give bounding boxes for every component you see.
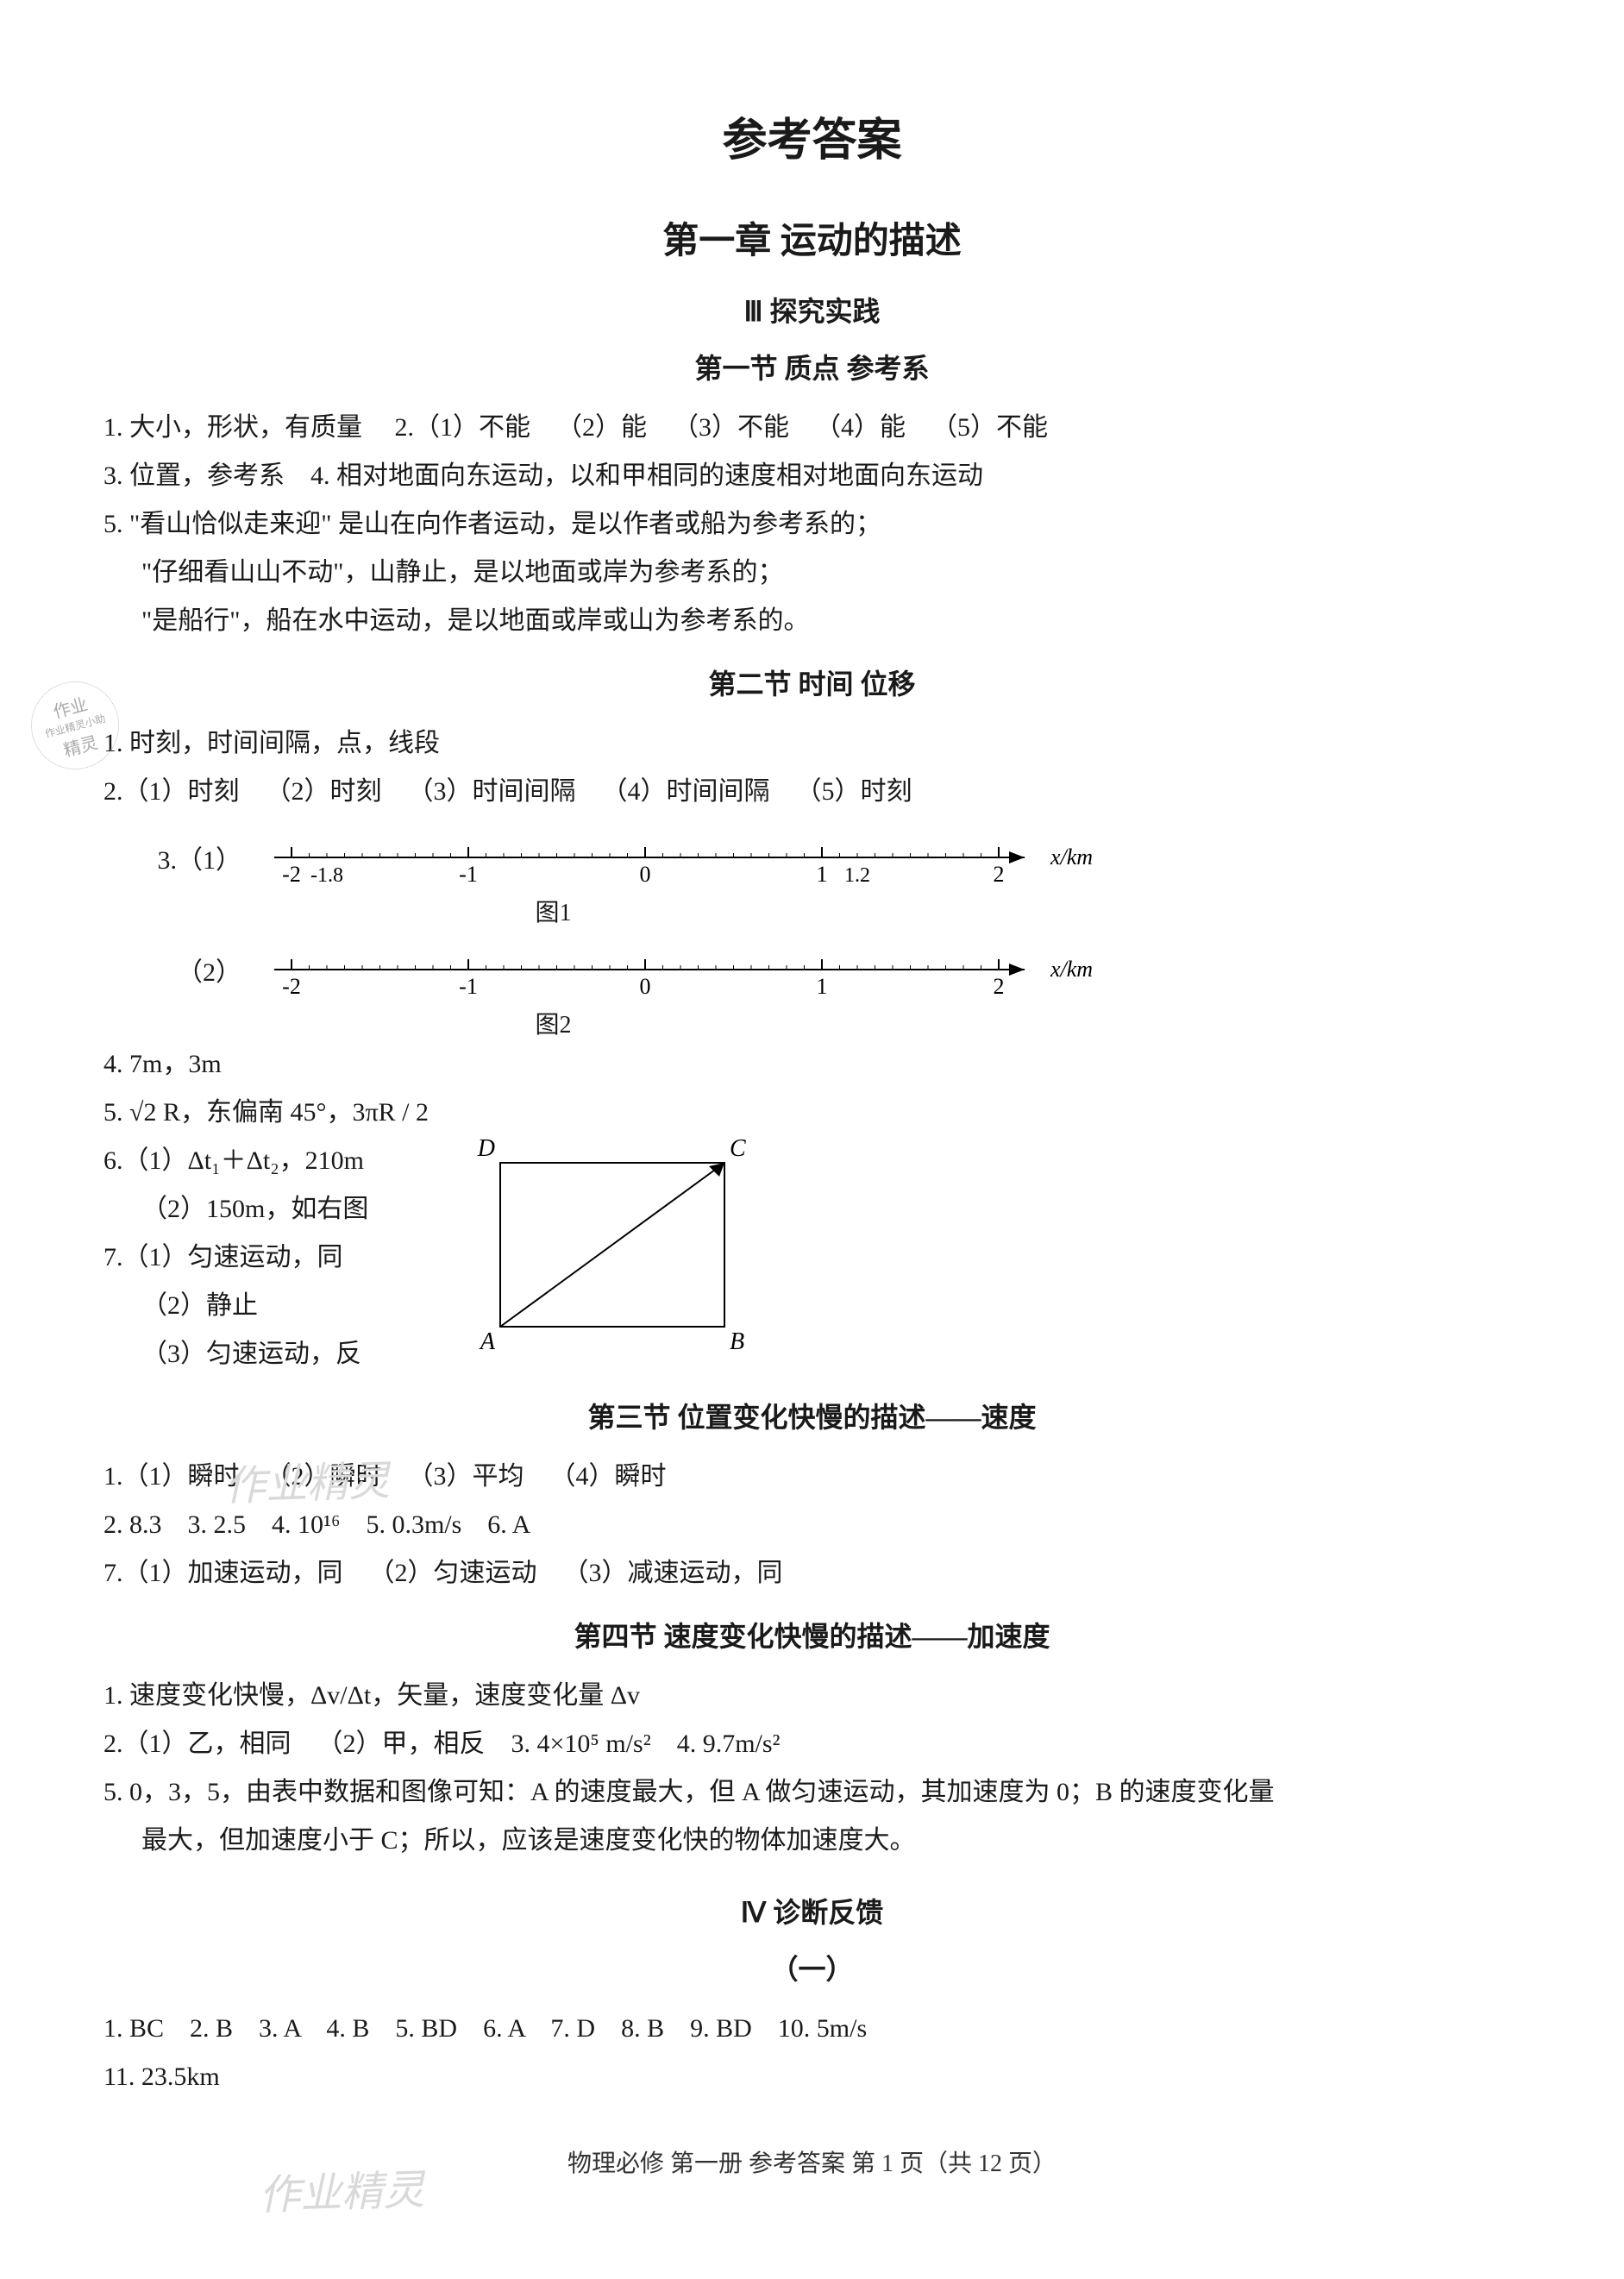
s2-l5: 5. √2 R，东偏南 45°，3πR / 2	[103, 1089, 1521, 1137]
svg-text:D: D	[477, 1137, 495, 1162]
nl2-caption: 图2	[0, 1006, 1521, 1040]
s2-l2: 2.（1）时刻 （2）时刻 （3）时间间隔 （4）时间间隔 （5）时刻	[103, 768, 1521, 816]
s2-l6b: （2）150m，如右图	[103, 1185, 466, 1234]
s4-l1: 1. 速度变化快慢，Δv/Δt，矢量，速度变化量 Δv	[103, 1672, 1521, 1720]
svg-text:2: 2	[994, 974, 1005, 999]
nl1-prefix: 3.（1）	[103, 838, 257, 876]
section-2-title: 第二节 时间 位移	[103, 662, 1521, 702]
roman-section-4: Ⅳ 诊断反馈	[103, 1891, 1521, 1931]
s4-l2: 2.（1）乙，相同 （2）甲，相反 3. 4×10⁵ m/s² 4. 9.7m/…	[103, 1720, 1521, 1768]
main-title: 参考答案	[103, 104, 1521, 168]
s2-l7a: 7.（1）匀速运动，同	[103, 1234, 466, 1282]
s2-l1: 1. 时刻，时间间隔，点，线段	[103, 719, 1521, 768]
svg-text:0: 0	[640, 974, 651, 999]
svg-text:x/km: x/km	[1050, 844, 1093, 870]
rectangle-diagram: D C A B	[466, 1137, 759, 1374]
s3-l1: 1.（1）瞬时 （2）瞬时 （3）平均 （4）瞬时	[103, 1453, 1521, 1501]
s1-l1: 1. 大小，形状，有质量 2.（1）不能 （2）能 （3）不能 （4）能 （5）…	[103, 404, 1521, 452]
s1-l5: "是船行"，船在水中运动，是以地面或岸或山为参考系的。	[103, 597, 1521, 645]
nl2-prefix: （2）	[103, 951, 257, 989]
numberline-1: -2 -1 0 1 2 -1.8 1.2 x/km	[257, 823, 1102, 892]
chapter-title: 第一章 运动的描述	[103, 211, 1521, 264]
svg-text:1: 1	[817, 974, 828, 999]
s2-l7c: （3）匀速运动，反	[103, 1330, 466, 1378]
section-1-title: 第一节 质点 参考系	[103, 347, 1521, 386]
numberline-2: -2 -1 0 1 2 x/km	[257, 935, 1102, 1004]
svg-text:B: B	[730, 1328, 744, 1355]
svg-text:-1.8: -1.8	[310, 864, 343, 887]
svg-text:-1: -1	[459, 974, 478, 999]
page-footer: 物理必修 第一册 参考答案 第 1 页（共 12 页）	[103, 2144, 1521, 2179]
s1-l2: 3. 位置，参考系 4. 相对地面向东运动，以和甲相同的速度相对地面向东运动	[103, 452, 1521, 500]
s3-l3: 7.（1）加速运动，同 （2）匀速运动 （3）减速运动，同	[103, 1549, 1521, 1598]
s3-l2: 2. 8.3 3. 2.5 4. 10¹⁶ 5. 0.3m/s 6. A	[103, 1501, 1521, 1549]
svg-text:1.2: 1.2	[844, 864, 870, 887]
s2-l7b: （2）静止	[103, 1282, 466, 1330]
rect-svg: D C A B	[466, 1137, 759, 1370]
s4-l4: 最大，但加速度小于 C；所以，应该是速度变化快的物体加速度大。	[103, 1817, 1521, 1865]
s2-l4: 4. 7m，3m	[103, 1040, 1521, 1089]
svg-text:-2: -2	[282, 862, 301, 887]
roman-section-3: Ⅲ 探究实践	[103, 290, 1521, 330]
numberline-2-row: （2） -2 -1 0 1 2 x/km	[103, 935, 1521, 1004]
svg-text:1: 1	[817, 862, 828, 887]
svg-text:x/km: x/km	[1050, 957, 1093, 982]
svg-text:A: A	[479, 1328, 496, 1355]
svg-text:-2: -2	[282, 974, 301, 999]
diag-l2: 11. 23.5km	[103, 2053, 1521, 2101]
svg-text:C: C	[730, 1137, 746, 1162]
q6-7-block: 6.（1）Δt₁＋Δt₂，210m （2）150m，如右图 7.（1）匀速运动，…	[103, 1137, 1521, 1378]
section-4-title: 第四节 速度变化快慢的描述——加速度	[103, 1615, 1521, 1654]
nl1-caption: 图1	[0, 894, 1521, 928]
q6-7-text: 6.（1）Δt₁＋Δt₂，210m （2）150m，如右图 7.（1）匀速运动，…	[103, 1137, 466, 1378]
s2-l6a: 6.（1）Δt₁＋Δt₂，210m	[103, 1137, 466, 1185]
subsection-1: （一）	[103, 1948, 1521, 1987]
section-3-title: 第三节 位置变化快慢的描述——速度	[103, 1396, 1521, 1435]
s4-l3: 5. 0，3，5，由表中数据和图像可知：A 的速度最大，但 A 做匀速运动，其加…	[103, 1768, 1521, 1817]
s1-l3: 5. "看山恰似走来迎" 是山在向作者运动，是以作者或船为参考系的；	[103, 500, 1521, 549]
svg-text:0: 0	[640, 862, 651, 887]
svg-text:2: 2	[994, 862, 1005, 887]
page: 作业 作业精灵小助 精灵 参考答案 第一章 运动的描述 Ⅲ 探究实践 第一节 质…	[0, 0, 1624, 2279]
numberline-1-row: 3.（1） -2 -1 0 1 2 -1.8 1.2 x/km	[103, 823, 1521, 892]
svg-text:-1: -1	[459, 862, 478, 887]
diag-l1: 1. BC 2. B 3. A 4. B 5. BD 6. A 7. D 8. …	[103, 2005, 1521, 2053]
s1-l4: "仔细看山山不动"，山静止，是以地面或岸为参考系的；	[103, 549, 1521, 597]
